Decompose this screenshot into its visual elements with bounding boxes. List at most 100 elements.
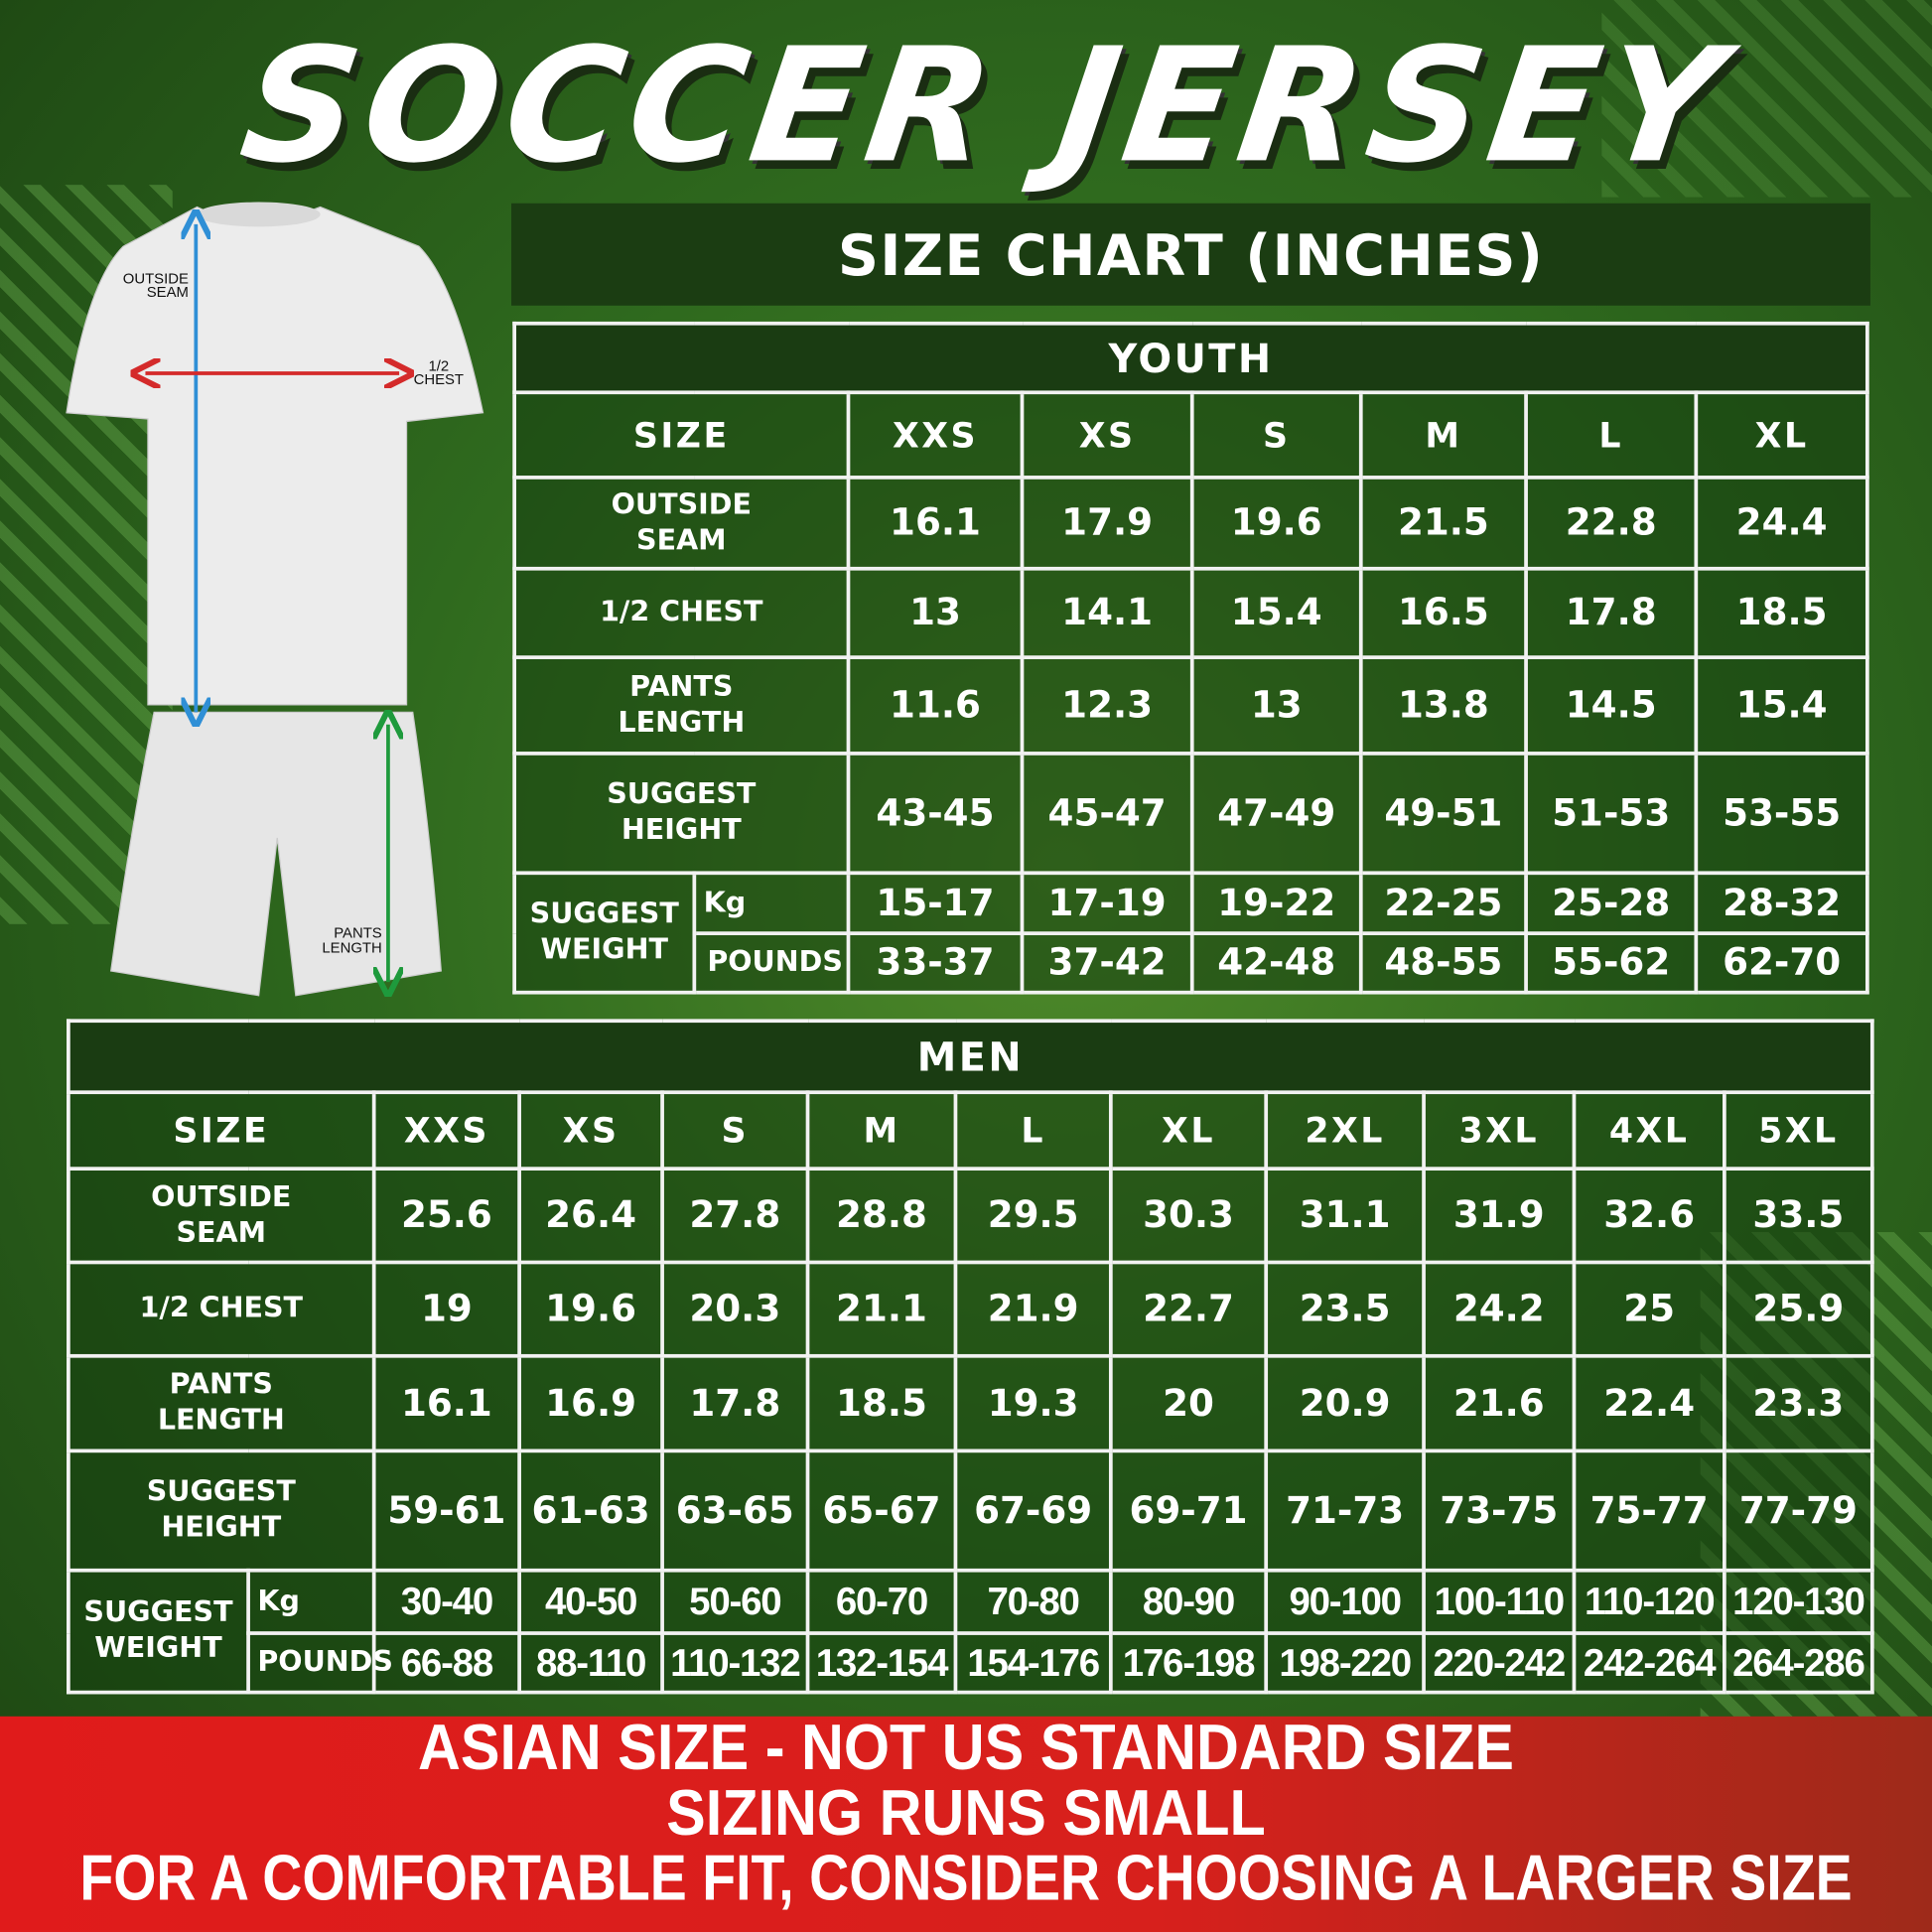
chest-value: 21.1 <box>805 1260 958 1358</box>
kg-value: 40-50 <box>517 1568 664 1635</box>
pounds-value: 55-62 <box>1524 931 1699 995</box>
kg-unit-label: Kg <box>246 1568 376 1635</box>
outside-seam-value: 29.5 <box>953 1167 1113 1265</box>
size-header-xl: XL <box>1108 1090 1269 1172</box>
suggest-height-row: SUGGEST HEIGHT 59-61 61-63 63-65 65-67 67-69 6… <box>67 1449 1874 1573</box>
suggest-height-value: 69-71 <box>1108 1449 1269 1573</box>
suggest-height-value: 47-49 <box>1189 752 1363 876</box>
warning-line: FOR A COMFORTABLE FIT, CONSIDER CHOOSING… <box>79 1843 1853 1915</box>
kg-unit-label: Kg <box>692 871 851 935</box>
suggest-height-value: 51-53 <box>1524 752 1699 876</box>
size-header-l: L <box>953 1090 1113 1172</box>
outside-seam-value: 33.5 <box>1723 1167 1874 1265</box>
pounds-value: 176-198 <box>1108 1631 1269 1695</box>
chest-label: 1/2 CHEST <box>67 1260 376 1358</box>
kg-row: SUGGEST WEIGHT Kg 30-40 40-50 50-60 60-70 70-8… <box>67 1568 1874 1695</box>
pants-length-row: PANTS LENGTH 16.1 16.9 17.8 18.5 19.3 20 20.9 21… <box>67 1353 1874 1453</box>
suggest-weight-label: SUGGEST WEIGHT <box>67 1568 250 1695</box>
pants-length-value: 22.4 <box>1572 1353 1726 1453</box>
pants-label: LENGTH <box>322 940 381 956</box>
outside-seam-value: 30.3 <box>1108 1167 1269 1265</box>
pounds-value: 110-132 <box>660 1631 810 1695</box>
size-header-row: SIZE XXS XS S M L XL <box>512 390 1869 480</box>
size-header-l: L <box>1524 390 1699 480</box>
men-size-table: MEN SIZE XXS XS S M L XL 2XL 3XL 4XL 5XL OUTSIDE SEA… <box>67 1019 1874 1695</box>
outside-seam-value: 24.4 <box>1694 476 1869 571</box>
outside-seam-row: OUTSIDE SEAM 25.6 26.4 27.8 28.8 29.5 30.3 31.1… <box>67 1167 1874 1265</box>
pants-length-value: 13.8 <box>1358 655 1528 756</box>
table-title: YOUTH <box>512 321 1869 395</box>
shorts-shape <box>109 711 442 997</box>
chest-label: 1/2 <box>428 359 449 375</box>
kg-value: 60-70 <box>805 1568 958 1635</box>
page-title: SOCCER JERSEY <box>231 14 1740 199</box>
pounds-value: 264-286 <box>1723 1631 1874 1695</box>
pants-length-label: PANTS LENGTH <box>512 655 851 756</box>
kg-value: 17-19 <box>1020 871 1194 935</box>
kg-value: 90-100 <box>1264 1568 1426 1635</box>
chest-value: 21.9 <box>953 1260 1113 1358</box>
size-chart-banner: SIZE CHART (INCHES) <box>511 203 1870 306</box>
chest-value: 19.6 <box>517 1260 664 1358</box>
kg-value: 110-120 <box>1572 1568 1726 1635</box>
size-header-xxs: XXS <box>371 1090 521 1172</box>
chest-value: 17.8 <box>1524 566 1699 659</box>
pounds-row: POUNDS 66-88 88-110 110-132 132-154 154-176 17… <box>69 1631 1874 1695</box>
pounds-value: 37-42 <box>1020 931 1194 995</box>
pounds-value: 88-110 <box>517 1631 664 1695</box>
kg-row: SUGGEST WEIGHT Kg 15-17 17-19 19-22 22-25 25-2… <box>512 871 1869 995</box>
pounds-value: 242-264 <box>1572 1631 1726 1695</box>
outside-seam-value: 21.5 <box>1358 476 1528 571</box>
size-header-m: M <box>1358 390 1528 480</box>
pants-length-value: 14.5 <box>1524 655 1699 756</box>
chest-value: 24.2 <box>1422 1260 1577 1358</box>
table-title-row: YOUTH <box>512 321 1869 395</box>
outside-seam-value: 17.9 <box>1020 476 1194 571</box>
suggest-height-value: 49-51 <box>1358 752 1528 876</box>
suggest-height-value: 67-69 <box>953 1449 1113 1573</box>
suggest-height-value: 53-55 <box>1694 752 1869 876</box>
pounds-value: 48-55 <box>1358 931 1528 995</box>
warning-line: ASIAN SIZE - NOT US STANDARD SIZE <box>418 1713 1514 1785</box>
chest-value: 15.4 <box>1189 566 1363 659</box>
chest-value: 19 <box>371 1260 521 1358</box>
pants-length-value: 11.6 <box>846 655 1025 756</box>
suggest-height-value: 73-75 <box>1422 1449 1577 1573</box>
chest-value: 23.5 <box>1264 1260 1426 1358</box>
pounds-unit-label: POUNDS <box>246 1631 393 1695</box>
size-header-3xl: 3XL <box>1422 1090 1577 1172</box>
chest-value: 16.5 <box>1358 566 1528 659</box>
pants-length-value: 16.1 <box>371 1353 521 1453</box>
suggest-height-value: 77-79 <box>1723 1449 1874 1573</box>
pants-length-value: 21.6 <box>1422 1353 1577 1453</box>
chest-label: 1/2 CHEST <box>512 566 851 659</box>
size-header-s: S <box>660 1090 810 1172</box>
pants-length-value: 13 <box>1189 655 1363 756</box>
pants-length-value: 15.4 <box>1694 655 1869 756</box>
outside-seam-value: 31.9 <box>1422 1167 1577 1265</box>
kg-value: 28-32 <box>1694 871 1869 935</box>
suggest-height-value: 65-67 <box>805 1449 958 1573</box>
pants-length-value: 12.3 <box>1020 655 1194 756</box>
chest-value: 22.7 <box>1108 1260 1269 1358</box>
chest-value: 14.1 <box>1020 566 1194 659</box>
suggest-height-value: 71-73 <box>1264 1449 1426 1573</box>
outside-seam-value: 31.1 <box>1264 1167 1426 1265</box>
pounds-value: 62-70 <box>1694 931 1869 995</box>
chest-value: 25 <box>1572 1260 1726 1358</box>
size-header-2xl: 2XL <box>1264 1090 1426 1172</box>
pounds-value: 42-48 <box>1189 931 1363 995</box>
pants-length-value: 17.8 <box>660 1353 810 1453</box>
chest-value: 18.5 <box>1694 566 1869 659</box>
suggest-height-value: 59-61 <box>371 1449 521 1573</box>
pants-length-value: 20.9 <box>1264 1353 1426 1453</box>
outside-seam-row: OUTSIDE SEAM 16.1 17.9 19.6 21.5 22.8 24.4 <box>512 476 1869 571</box>
pants-length-value: 20 <box>1108 1353 1269 1453</box>
outside-seam-value: 28.8 <box>805 1167 958 1265</box>
suggest-weight-label: SUGGEST WEIGHT <box>512 871 697 995</box>
suggest-height-label: SUGGEST HEIGHT <box>512 752 851 876</box>
kg-value: 100-110 <box>1422 1568 1577 1635</box>
size-header-xxs: XXS <box>846 390 1025 480</box>
suggest-height-value: 75-77 <box>1572 1449 1726 1573</box>
size-header-label: SIZE <box>67 1090 376 1172</box>
